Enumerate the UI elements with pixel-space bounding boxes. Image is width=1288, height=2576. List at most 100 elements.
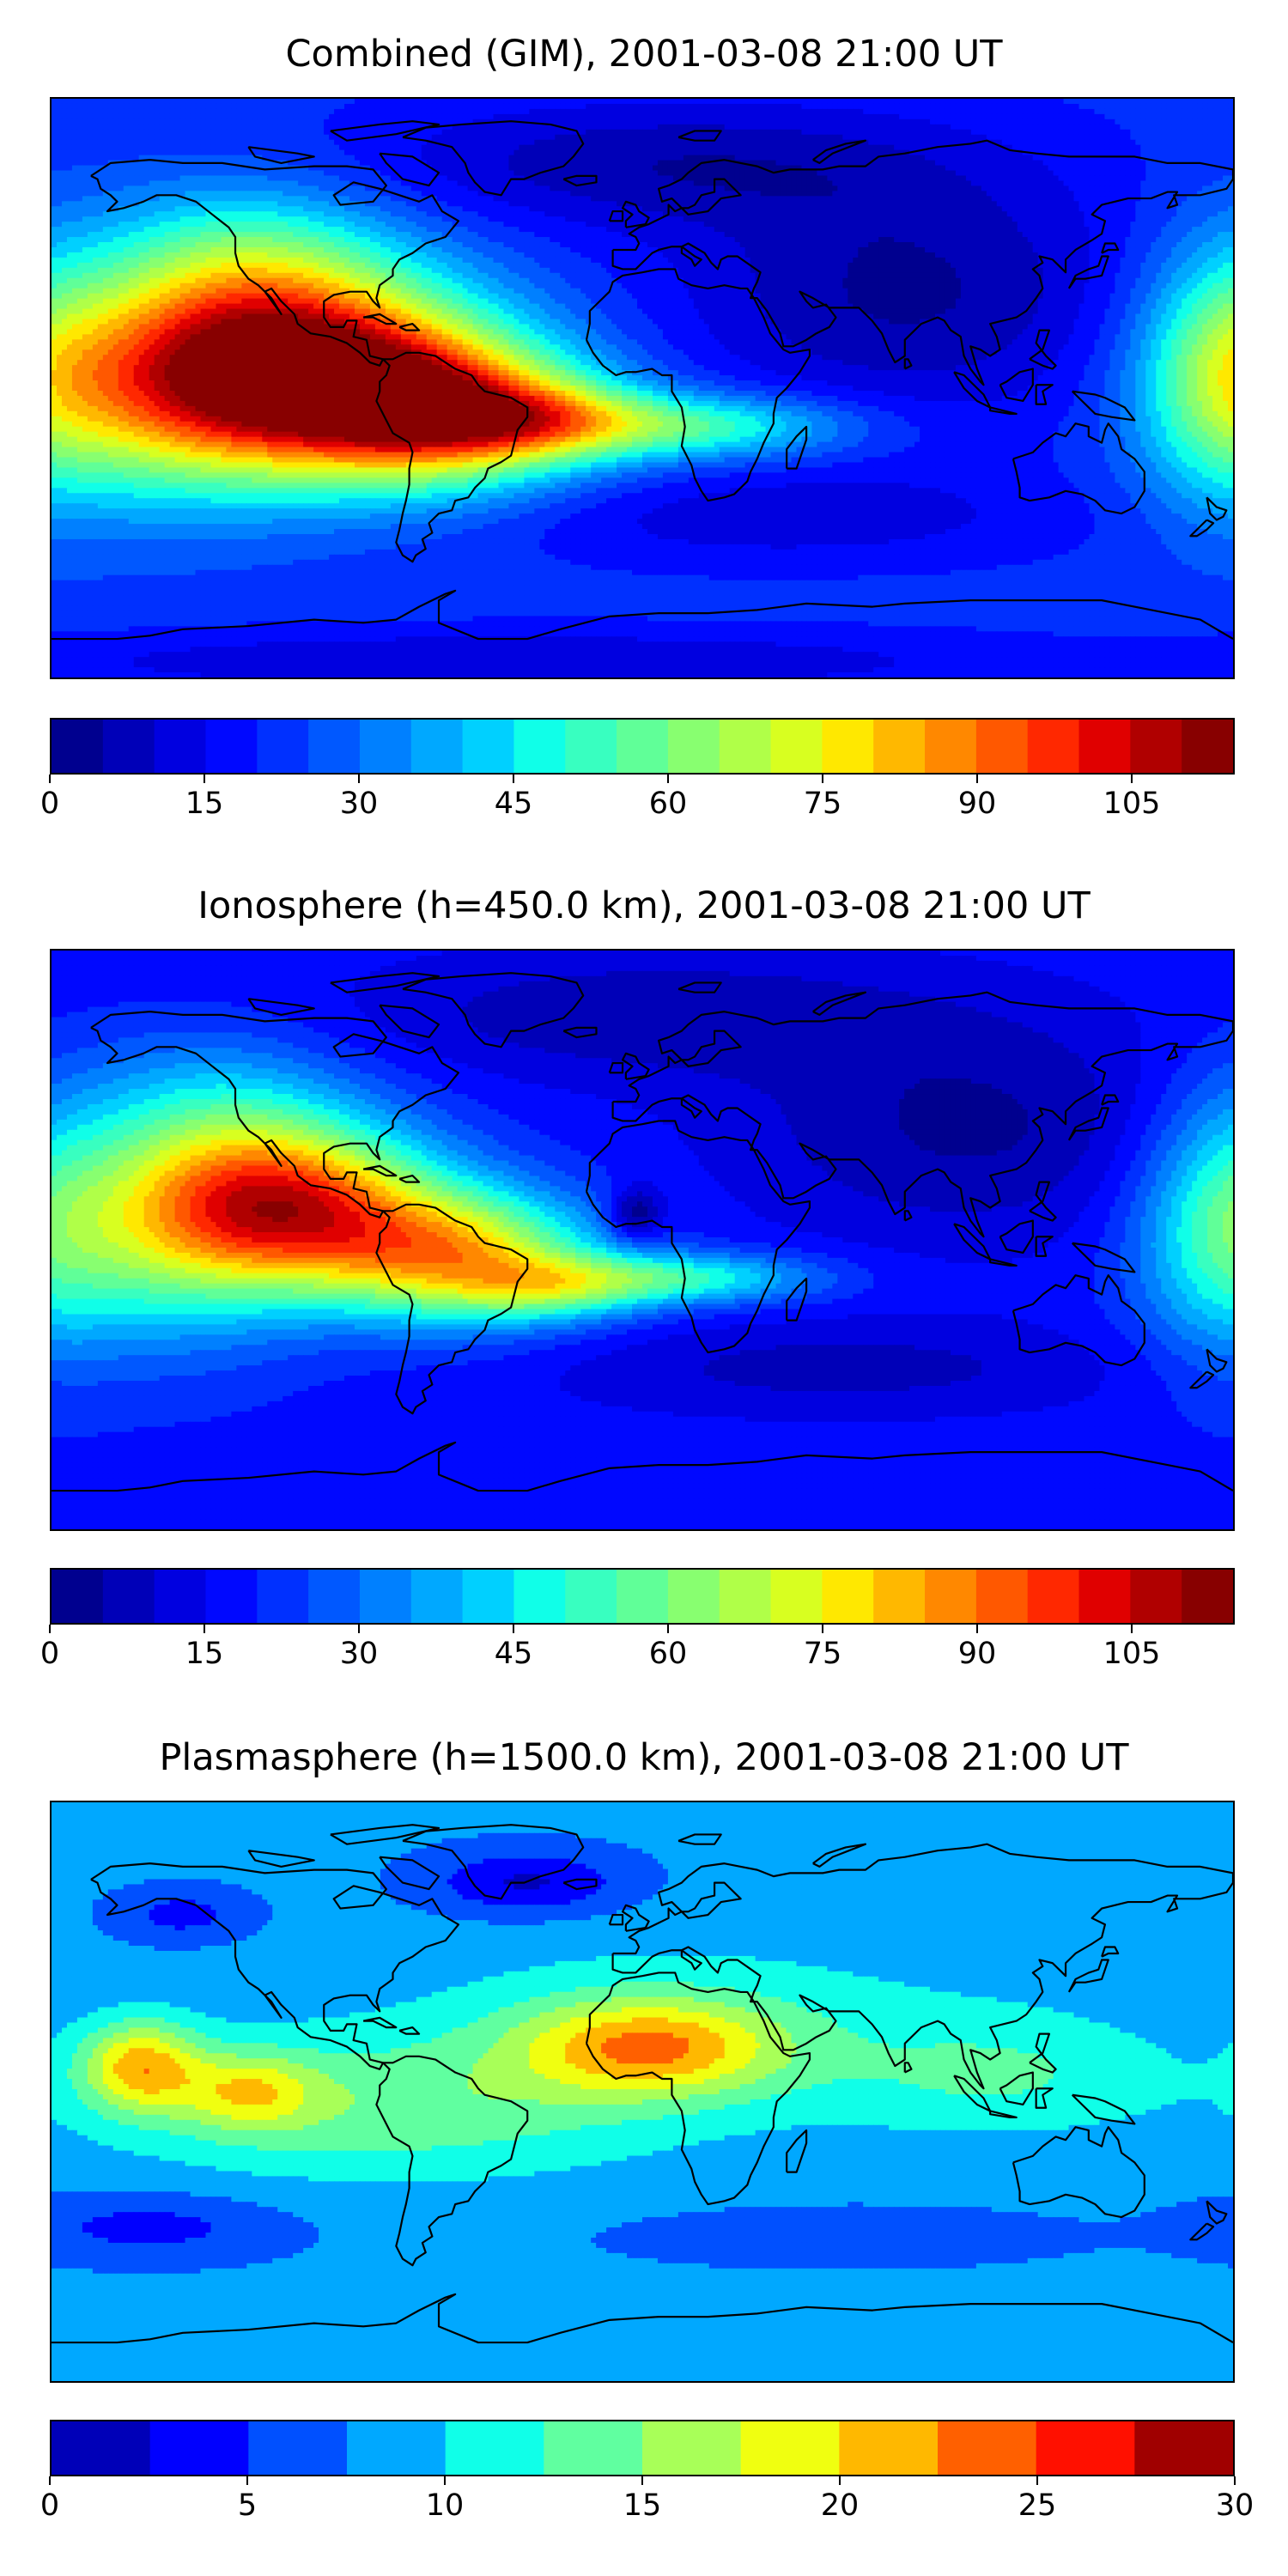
colorbar-tick-mark: [513, 1625, 514, 1633]
colorbar-segment: [1130, 1570, 1182, 1623]
colorbar-tick-label: 30: [340, 787, 379, 821]
colorbar-segment: [155, 720, 206, 773]
colorbar-tick-label: 0: [40, 787, 59, 821]
colorbar-segment: [513, 720, 565, 773]
colorbar-segment: [1130, 720, 1182, 773]
world-map-combined: [50, 97, 1235, 679]
colorbar-segment: [976, 1570, 1028, 1623]
colorbar-segment: [52, 720, 103, 773]
colorbar-segment: [347, 2421, 446, 2475]
colorbar-tick-mark: [444, 2476, 446, 2485]
colorbar-tick-label: 10: [426, 2488, 465, 2523]
chart-title: Plasmasphere (h=1500.0 km), 2001-03-08 2…: [0, 1736, 1288, 1779]
colorbar-segment: [411, 1570, 463, 1623]
colorbar-segment: [839, 2421, 938, 2475]
colorbar-tick-mark: [1234, 2476, 1236, 2485]
colorbar-segment: [411, 720, 463, 773]
colorbar-segment: [925, 720, 976, 773]
colorbar-segment: [771, 720, 823, 773]
colorbar-ticks-ionosphere: 0 15 30 45 60 75 90 105: [50, 1625, 1235, 1676]
colorbar-segment: [205, 1570, 257, 1623]
colorbar-tick-mark: [1131, 1625, 1133, 1633]
colorbar-segment: [103, 720, 155, 773]
colorbar-segment: [1134, 2421, 1233, 2475]
colorbar-segment: [668, 1570, 720, 1623]
colorbar-ticks-combined: 0 15 30 45 60 75 90 105: [50, 775, 1235, 826]
colorbar-tick-label: 60: [649, 787, 688, 821]
colorbar-tick-mark: [49, 775, 51, 783]
colorbar-segment: [513, 1570, 565, 1623]
colorbar-segment: [103, 1570, 155, 1623]
colorbar-segment: [642, 2421, 741, 2475]
colorbar-segment: [1079, 1570, 1131, 1623]
colorbar-tick-mark: [641, 2476, 643, 2485]
colorbar-tick-label: 30: [340, 1637, 379, 1671]
colorbar-tick-mark: [667, 775, 669, 783]
colorbar-segment: [1028, 720, 1079, 773]
world-map-plasmasphere: [50, 1801, 1235, 2383]
colorbar-tick-label: 45: [495, 1637, 533, 1671]
heatmap-cells: [52, 951, 1233, 1529]
colorbar-segment: [565, 1570, 617, 1623]
colorbar-tick-label: 5: [238, 2488, 257, 2523]
colorbar-tick-mark: [204, 775, 205, 783]
colorbar-segment: [544, 2421, 642, 2475]
colorbar-segment: [720, 1570, 771, 1623]
colorbar-segment: [205, 720, 257, 773]
colorbar-segment: [771, 1570, 823, 1623]
colorbar-tick-mark: [513, 775, 514, 783]
colorbar-tick-mark: [358, 775, 360, 783]
colorbar-segment: [52, 1570, 103, 1623]
colorbar-tick-mark: [822, 775, 823, 783]
colorbar-tick-mark: [976, 775, 978, 783]
colorbar-plasmasphere: [50, 2420, 1235, 2476]
colorbar-segment: [873, 720, 925, 773]
colorbar-segment: [308, 1570, 360, 1623]
colorbar-tick-label: 90: [958, 1637, 997, 1671]
colorbar-segment: [822, 1570, 873, 1623]
heatmap-cells: [52, 99, 1233, 677]
colorbar-tick-label: 45: [495, 787, 533, 821]
colorbar-segment: [463, 1570, 514, 1623]
colorbar-segment: [720, 720, 771, 773]
colorbar-tick-label: 90: [958, 787, 997, 821]
colorbar-segment: [741, 2421, 840, 2475]
colorbar-segment: [1036, 2421, 1135, 2475]
colorbar-segment: [925, 1570, 976, 1623]
colorbar-tick-label: 20: [821, 2488, 860, 2523]
colorbar-segment: [1028, 1570, 1079, 1623]
colorbar-tick-label: 0: [40, 2488, 59, 2523]
colorbar-segment: [668, 720, 720, 773]
colorbar-tick-label: 25: [1018, 2488, 1057, 2523]
colorbar-segment: [308, 720, 360, 773]
colorbar-segment: [257, 720, 308, 773]
colorbar-segment: [155, 1570, 206, 1623]
colorbar-segment: [1079, 720, 1131, 773]
colorbar-segment: [360, 720, 411, 773]
colorbar-tick-mark: [1131, 775, 1133, 783]
colorbar-tick-mark: [976, 1625, 978, 1633]
colorbar-segment: [822, 720, 873, 773]
colorbar-tick-label: 60: [649, 1637, 688, 1671]
colorbar-segment: [248, 2421, 347, 2475]
colorbar-segment: [446, 2421, 544, 2475]
colorbar-tick-mark: [49, 2476, 51, 2485]
world-map-ionosphere: [50, 949, 1235, 1531]
colorbar-segment: [1182, 1570, 1233, 1623]
colorbar-segment: [873, 1570, 925, 1623]
colorbar-segment: [52, 2421, 150, 2475]
colorbar-segment: [976, 720, 1028, 773]
colorbar-tick-mark: [49, 1625, 51, 1633]
heatmap-cells: [52, 1802, 1233, 2381]
colorbar-segment: [1182, 720, 1233, 773]
colorbar-segment: [617, 720, 668, 773]
colorbar-tick-label: 105: [1103, 1637, 1161, 1671]
colorbar-tick-label: 15: [185, 1637, 224, 1671]
colorbar-combined: [50, 718, 1235, 775]
colorbar-segment: [257, 1570, 308, 1623]
colorbar-tick-label: 75: [804, 787, 842, 821]
chart-title: Combined (GIM), 2001-03-08 21:00 UT: [0, 33, 1288, 76]
colorbar-segment: [617, 1570, 668, 1623]
colorbar-tick-label: 0: [40, 1637, 59, 1671]
colorbar-tick-mark: [1036, 2476, 1038, 2485]
